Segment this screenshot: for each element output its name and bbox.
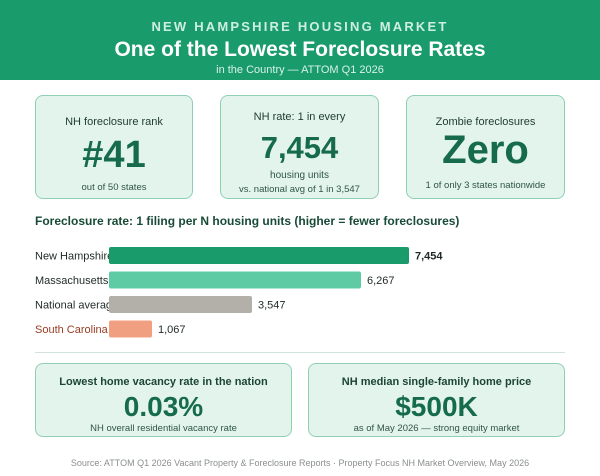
kpi-rate-label: NH rate: 1 in every <box>253 111 346 123</box>
category-label-2: National average <box>35 300 118 312</box>
category-label-3: South Carolina <box>35 324 109 336</box>
page-subtitle: in the Country — ATTOM Q1 2026 <box>216 64 384 76</box>
kpi-card-rank: NH foreclosure rank #41 out of 50 states <box>35 95 193 199</box>
kpi-rank-sub: out of 50 states <box>81 182 147 193</box>
kpi-zombie-label: Zombie foreclosures <box>435 116 536 128</box>
kpi-rate-sub: housing units <box>270 170 329 181</box>
kpi-zombie-value: Zero <box>442 128 529 172</box>
foreclosure-bar-chart: New Hampshire 7,454 Massachusetts 6,267 Nati… <box>35 247 443 338</box>
header-eyebrow: NEW HAMPSHIRE HOUSING MARKET <box>151 19 449 34</box>
section-divider <box>35 352 565 353</box>
median-price-label: NH median single-family home price <box>341 376 532 388</box>
kpi-card-zombie: Zombie foreclosures Zero 1 of only 3 sta… <box>406 95 565 199</box>
chart-title: Foreclosure rate: 1 filing per N housing… <box>35 214 460 228</box>
vacancy-value: 0.03% <box>123 391 204 422</box>
median-price-value: $500K <box>395 391 478 422</box>
category-label-0: New Hampshire <box>35 251 113 263</box>
vacancy-label: Lowest home vacancy rate in the nation <box>59 376 268 388</box>
source-footer: Source: ATTOM Q1 2026 Vacant Property & … <box>70 458 530 468</box>
category-label-1: Massachusetts <box>35 275 109 287</box>
bar-2 <box>109 296 252 313</box>
page-title: One of the Lowest Foreclosure Rates <box>114 38 486 61</box>
kpi-rank-label: NH foreclosure rank <box>65 116 163 128</box>
kpi-card-rate: NH rate: 1 in every 7,454 housing units … <box>220 95 379 199</box>
vacancy-sub: NH overall residential vacancy rate <box>90 423 237 434</box>
kpi-rate-comparison: vs. national avg of 1 in 3,547 <box>239 184 360 195</box>
median-price-card: NH median single-family home price $500K… <box>308 363 565 437</box>
value-label-3: 1,067 <box>158 324 186 336</box>
bar-3 <box>109 320 152 338</box>
kpi-rate-value: 7,454 <box>260 130 339 165</box>
value-label-2: 3,547 <box>258 300 286 312</box>
value-label-1: 6,267 <box>367 275 395 287</box>
bar-0 <box>109 247 409 264</box>
median-price-sub: as of May 2026 — strong equity market <box>353 423 520 434</box>
kpi-zombie-sub: 1 of only 3 states nationwide <box>425 180 546 191</box>
value-label-0: 7,454 <box>415 251 443 263</box>
vacancy-card: Lowest home vacancy rate in the nation 0… <box>35 363 292 437</box>
bar-1 <box>109 271 361 289</box>
header-banner: NEW HAMPSHIRE HOUSING MARKET One of the … <box>0 0 600 80</box>
kpi-rank-value: #41 <box>82 134 146 176</box>
